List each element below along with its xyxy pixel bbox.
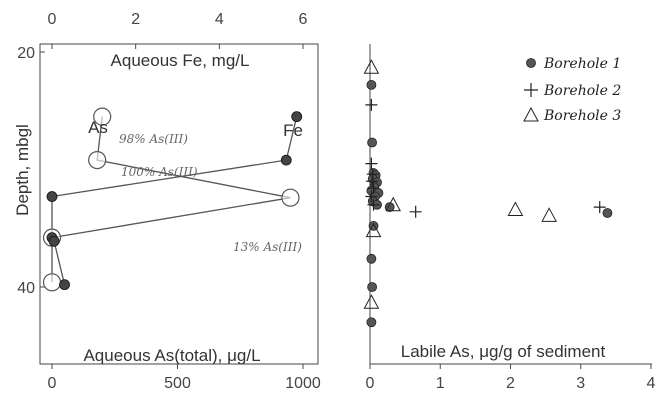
right-x-tick-label: 1: [436, 375, 445, 392]
right-x-tick-label: 2: [506, 375, 515, 392]
top-axis-label: Aqueous Fe, mg/L: [111, 51, 250, 70]
left-panel-frame: [39, 43, 319, 365]
right-x-tick-label: 0: [366, 375, 375, 392]
borehole-2-point: [365, 157, 378, 170]
fe-point: [291, 111, 303, 123]
right-series-marks: [363, 59, 613, 328]
borehole-2-point: [367, 198, 380, 211]
borehole-1-point: [366, 253, 377, 264]
borehole-3-point: [507, 201, 524, 216]
right-ticks: 0 1 2 3 4: [366, 364, 655, 392]
fe-point: [280, 154, 292, 166]
bottom-tick-label: 0: [48, 375, 57, 392]
legend-marker-borehole-3: [523, 106, 539, 122]
annotation-13: 13% As(III): [233, 240, 302, 254]
as-point: [42, 273, 62, 292]
legend: Borehole 1 Borehole 2 Borehole 3: [523, 56, 621, 124]
legend-label-borehole-1: Borehole 1: [543, 56, 621, 72]
right-panel: 0 1 2 3 4 Labile As, μg/g of sediment Boreho…: [363, 44, 655, 392]
series-label-fe: Fe: [283, 121, 303, 140]
borehole-2-point: [367, 182, 380, 195]
borehole-1-point: [366, 317, 377, 328]
borehole-3-point: [541, 207, 557, 222]
y-tick-label: 40: [17, 280, 35, 297]
right-x-tick-label: 4: [647, 375, 655, 392]
legend-label-borehole-2: Borehole 2: [543, 83, 621, 99]
y-axis-label: Depth, mbgl: [13, 124, 32, 216]
borehole-2-point: [366, 168, 379, 181]
bottom-tick-label: 500: [164, 375, 191, 392]
left-panel: 0 2 4 6 0 500 1000 20 40 Aqueous Fe, mg/L Aqueou…: [13, 11, 321, 392]
bottom-tick-label: 1000: [285, 375, 321, 392]
borehole-1-point: [367, 137, 378, 148]
legend-marker-borehole-1: [526, 58, 536, 68]
borehole-3-point: [363, 59, 380, 74]
legend-marker-borehole-2: [524, 83, 538, 97]
borehole-1-point: [602, 208, 613, 218]
as-point: [281, 188, 300, 207]
left-series-marks: [42, 107, 303, 292]
annotation-100: 100% As(III): [121, 165, 198, 179]
as-point: [93, 107, 112, 126]
legend-label-borehole-3: Borehole 3: [543, 108, 621, 124]
right-x-tick-label: 3: [576, 375, 585, 392]
borehole-2-point: [366, 175, 379, 188]
borehole-1-point: [367, 282, 378, 292]
top-tick-label: 6: [299, 11, 308, 28]
borehole-1-point: [366, 80, 377, 90]
borehole-3-point: [385, 196, 402, 212]
top-tick-label: 2: [131, 11, 140, 28]
series-label-as: As: [88, 118, 108, 137]
as-point: [88, 151, 107, 170]
series-line-fe: [51, 116, 298, 285]
borehole-2-point: [409, 205, 422, 218]
fe-point: [46, 191, 58, 202]
annotation-98: 98% As(III): [119, 132, 188, 146]
fe-point: [48, 235, 60, 247]
borehole-3-point: [365, 222, 382, 238]
left-ticks: 0 2 4 6 0 500 1000 20 40: [17, 11, 321, 392]
borehole-2-point: [593, 201, 606, 214]
borehole-2-point: [365, 98, 378, 111]
bottom-axis-label: Aqueous As(total), μg/L: [83, 346, 260, 365]
fe-point: [59, 279, 70, 291]
y-tick-label: 20: [17, 45, 35, 62]
borehole-3-point: [363, 294, 380, 309]
right-x-axis-label: Labile As, μg/g of sediment: [401, 342, 606, 361]
top-tick-label: 4: [215, 11, 224, 28]
top-tick-label: 0: [48, 11, 57, 28]
borehole-2-point: [365, 190, 378, 203]
